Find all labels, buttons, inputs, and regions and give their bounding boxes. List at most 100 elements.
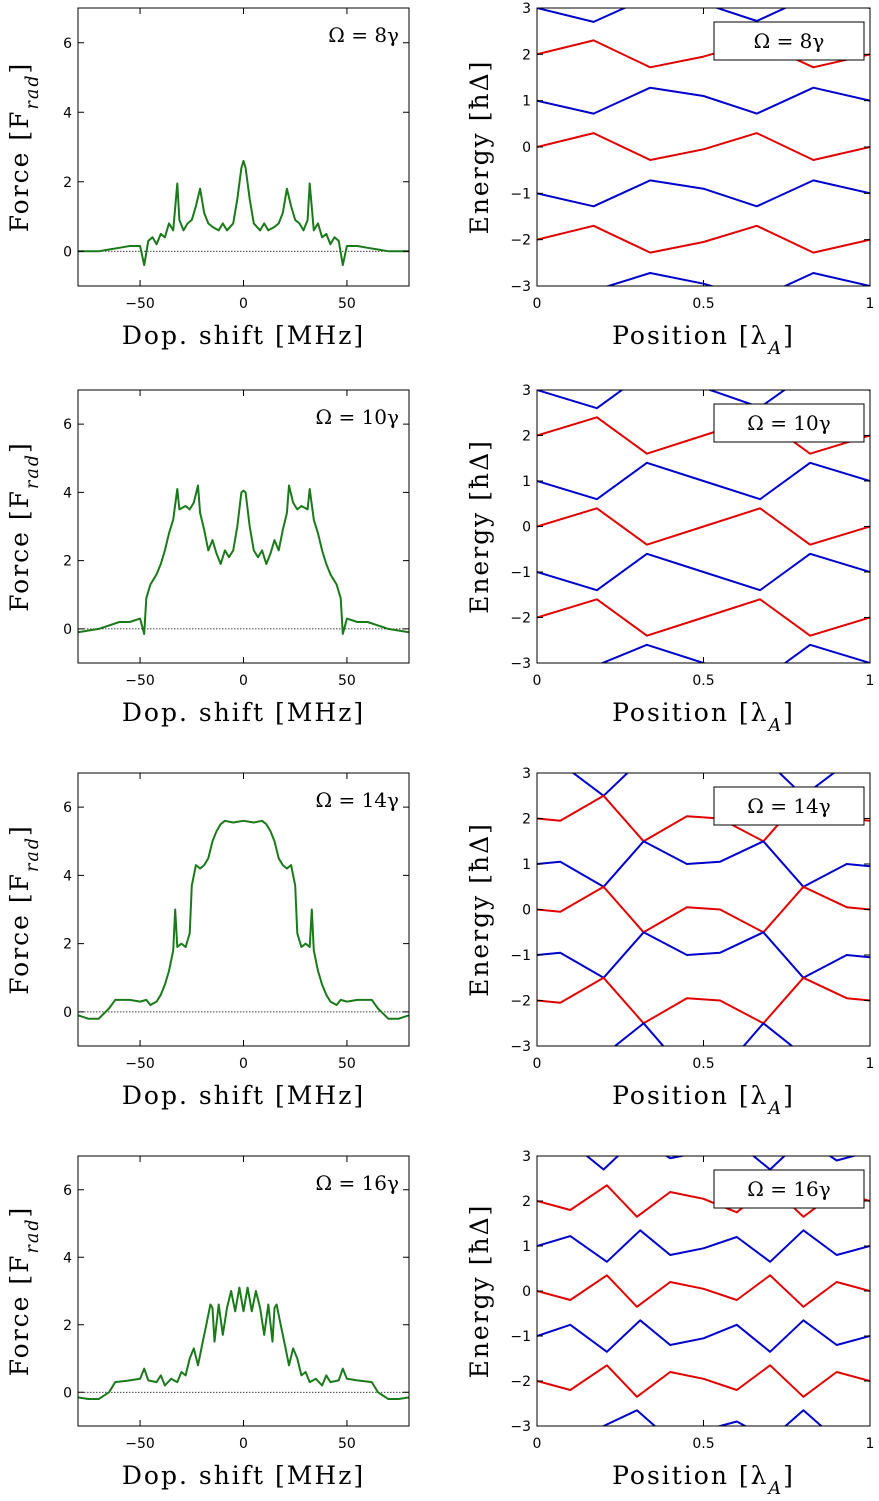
y-tick-label: 0	[63, 1385, 72, 1401]
x-tick-label: 50	[338, 1436, 356, 1452]
y-tick-label: 0	[522, 1284, 531, 1300]
x-tick-label: 0	[239, 1436, 248, 1452]
series-line-1	[537, 1156, 858, 1171]
series-line-3	[537, 461, 870, 501]
series-line-1	[571, 773, 836, 797]
series-line-3	[537, 86, 870, 115]
x-axis-label: Dop. shift [MHz]	[122, 1461, 365, 1490]
annotation-omega: Ω = 16γ	[747, 1177, 830, 1201]
y-tick-label: −1	[510, 186, 531, 202]
y-tick-label: 2	[63, 554, 72, 570]
x-axis-label: Position [λA]	[612, 1461, 795, 1499]
y-tick-label: 1	[522, 857, 531, 873]
x-tick-label: −50	[125, 1056, 155, 1072]
legend-box	[713, 21, 865, 61]
y-tick-label: 1	[522, 94, 531, 110]
y-axis-label: Force [Frad]	[5, 62, 43, 233]
y-axis-label: Force [Frad]	[5, 441, 43, 612]
y-tick-label: −1	[510, 948, 531, 964]
y-tick-label: 0	[522, 140, 531, 156]
x-tick-label: 1	[866, 673, 875, 689]
series-line-1	[78, 1286, 409, 1400]
x-tick-label: 50	[338, 673, 356, 689]
y-tick-label: 1	[522, 474, 531, 490]
series-line-5	[537, 1319, 870, 1353]
series-line-7	[599, 643, 870, 663]
x-tick-label: 0.5	[692, 296, 714, 312]
series-line-1	[78, 819, 409, 1020]
y-tick-label: −2	[510, 611, 531, 627]
series-line-7	[537, 1409, 823, 1426]
y-axis-label: Energy [ħΔ]	[465, 60, 494, 235]
x-tick-label: 0	[533, 673, 542, 689]
series-line-3	[537, 1229, 870, 1263]
series-line-6	[537, 224, 870, 254]
x-axis-label: Dop. shift [MHz]	[122, 321, 365, 350]
panel-force-2: −50 0 50 0 2 4 6 Dop. shift [MHz] Force [Frad] Ω …	[5, 389, 410, 727]
series-line-4	[537, 507, 870, 546]
x-tick-label: 50	[338, 296, 356, 312]
x-axis-label: Dop. shift [MHz]	[122, 698, 365, 727]
series-line-4	[537, 1274, 870, 1308]
panel-force-3: −50 0 50 0 2 4 6 Dop. shift [MHz] Force [Frad] Ω …	[5, 772, 410, 1110]
x-tick-label: 0	[533, 1056, 542, 1072]
y-axis-label: Energy [ħΔ]	[465, 1204, 494, 1379]
series-line-4	[537, 132, 870, 161]
y-tick-label: 2	[63, 1318, 72, 1334]
y-tick-label: 6	[63, 1183, 72, 1199]
annotation-omega: Ω = 10γ	[747, 411, 830, 435]
series-line-5	[537, 931, 870, 979]
series-line-1	[537, 390, 870, 410]
annotation-omega: Ω = 10γ	[316, 405, 399, 429]
y-tick-label: 2	[63, 175, 72, 191]
annotation-omega: Ω = 14γ	[316, 788, 399, 812]
y-tick-label: 3	[522, 1149, 531, 1165]
y-tick-label: 6	[63, 417, 72, 433]
y-tick-label: 0	[63, 1005, 72, 1021]
x-tick-label: 0.5	[692, 1436, 714, 1452]
series-line-3	[537, 840, 870, 888]
y-axis-label: Energy [ħΔ]	[465, 822, 494, 997]
x-axis-label: Position [λA]	[612, 1081, 795, 1119]
x-tick-label: −50	[125, 673, 155, 689]
series-line-2	[537, 39, 870, 69]
plot-frame	[77, 772, 410, 1047]
annotation-omega: Ω = 8γ	[328, 23, 399, 47]
panel-energy-1: 0 0.5 1 −3 −2 −1 0 1 2 3 Position [λA] Energy [ħΔ] Ω…	[465, 1, 875, 359]
series-line-6	[537, 598, 870, 637]
series-line-5	[537, 179, 870, 208]
x-tick-label: 0	[533, 296, 542, 312]
y-tick-label: 3	[522, 766, 531, 782]
series-line-2	[537, 416, 870, 455]
x-tick-label: 0	[239, 296, 248, 312]
x-tick-label: 0	[533, 1436, 542, 1452]
y-tick-label: −1	[510, 565, 531, 581]
y-tick-label: 2	[522, 47, 531, 63]
series-line-6	[537, 1364, 870, 1398]
panel-force-4: −50 0 50 0 2 4 6 Dop. shift [MHz] Force [Frad] Ω …	[5, 1155, 410, 1490]
x-tick-label: 0	[239, 1056, 248, 1072]
y-tick-label: 0	[522, 903, 531, 919]
y-tick-label: −3	[510, 1039, 531, 1055]
y-tick-label: 4	[63, 868, 72, 884]
x-tick-label: 1	[866, 296, 875, 312]
panel-energy-4: 0 0.5 1 −3 −2 −1 0 1 2 3 Position [λA] Energy [ħΔ] Ω…	[465, 1149, 874, 1499]
y-axis-label: Force [Frad]	[5, 1206, 43, 1377]
y-tick-label: 4	[63, 105, 72, 121]
series-line-6	[537, 976, 870, 1025]
y-axis-label: Force [Frad]	[5, 824, 43, 995]
x-tick-label: −50	[125, 1436, 155, 1452]
x-tick-label: −50	[125, 296, 155, 312]
x-tick-label: 0.5	[692, 1056, 714, 1072]
y-tick-label: 0	[522, 520, 531, 536]
x-tick-label: 0.5	[692, 673, 714, 689]
x-axis-label: Position [λA]	[612, 698, 795, 736]
panel-force-1: −50 0 50 0 2 4 6 Dop. shift [MHz] Force [Frad] Ω …	[5, 7, 410, 350]
series-line-1	[78, 159, 409, 267]
y-tick-label: −2	[510, 1374, 531, 1390]
legend-box	[713, 786, 865, 826]
y-axis-label: Energy [ħΔ]	[465, 439, 494, 614]
y-tick-label: 3	[522, 1, 531, 17]
x-tick-label: 50	[338, 1056, 356, 1072]
